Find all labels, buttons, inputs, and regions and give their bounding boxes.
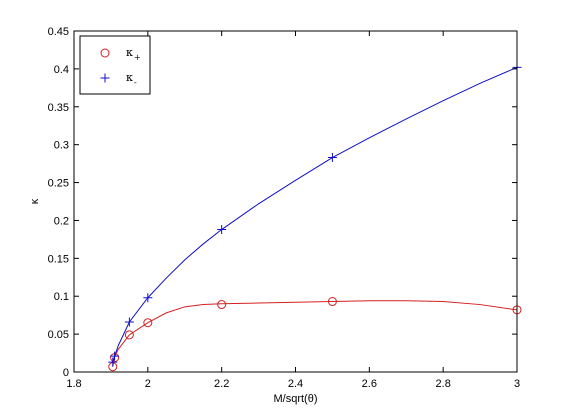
y-tick-label: 0.4 bbox=[54, 64, 69, 76]
legend-label: κ bbox=[126, 46, 133, 59]
x-tick-label: 2.4 bbox=[288, 378, 303, 390]
y-tick-label: 0.35 bbox=[48, 102, 69, 114]
legend-item: κ + bbox=[100, 46, 141, 62]
data-point bbox=[124, 317, 134, 327]
legend-marker bbox=[100, 48, 110, 58]
y-axis: 0 0.05 0.1 0.15 0.2 0.25 0.3 0.35 0.4 0.45 bbox=[48, 26, 517, 379]
legend: κ +κ - bbox=[79, 35, 151, 95]
y-tick-label: 0.2 bbox=[54, 215, 69, 227]
data-point bbox=[143, 318, 153, 328]
x-tick-label: 2 bbox=[145, 378, 151, 390]
legend-box bbox=[79, 35, 151, 95]
legend-label-subscript: + bbox=[134, 53, 141, 62]
series-line bbox=[112, 300, 518, 367]
x-tick-label: 2.6 bbox=[362, 378, 377, 390]
data-point bbox=[327, 297, 337, 307]
data-point bbox=[217, 300, 227, 310]
data-point bbox=[124, 330, 134, 340]
y-tick-label: 0.25 bbox=[48, 178, 69, 190]
y-tick-label: 0 bbox=[63, 367, 69, 379]
series-layer bbox=[108, 62, 522, 372]
legend-label-subscript: - bbox=[134, 78, 137, 87]
x-tick-label: 2.2 bbox=[214, 378, 229, 390]
data-point bbox=[327, 153, 337, 163]
data-point bbox=[110, 351, 120, 361]
y-tick-label: 0.3 bbox=[54, 140, 69, 152]
data-point bbox=[217, 225, 227, 235]
data-point bbox=[143, 293, 153, 303]
legend-item: κ- bbox=[100, 71, 137, 87]
legend-label: κ bbox=[126, 71, 133, 84]
x-tick-label: 1.8 bbox=[66, 378, 81, 390]
y-axis-label: κ bbox=[29, 198, 41, 204]
y-tick-label: 0.45 bbox=[48, 26, 69, 38]
x-axis: 1.8 2 2.2 2.4 2.6 2.8 3 bbox=[66, 31, 520, 390]
x-tick-label: 3 bbox=[514, 378, 520, 390]
x-axis-label: M/sqrt(θ) bbox=[274, 393, 318, 405]
x-tick-label: 2.8 bbox=[436, 378, 451, 390]
y-tick-label: 0.15 bbox=[48, 253, 69, 265]
legend-marker bbox=[100, 73, 110, 83]
y-tick-label: 0.1 bbox=[54, 291, 69, 303]
series-kappa-plus bbox=[108, 297, 522, 372]
y-tick-label: 0.05 bbox=[48, 329, 69, 341]
data-point bbox=[108, 357, 118, 367]
